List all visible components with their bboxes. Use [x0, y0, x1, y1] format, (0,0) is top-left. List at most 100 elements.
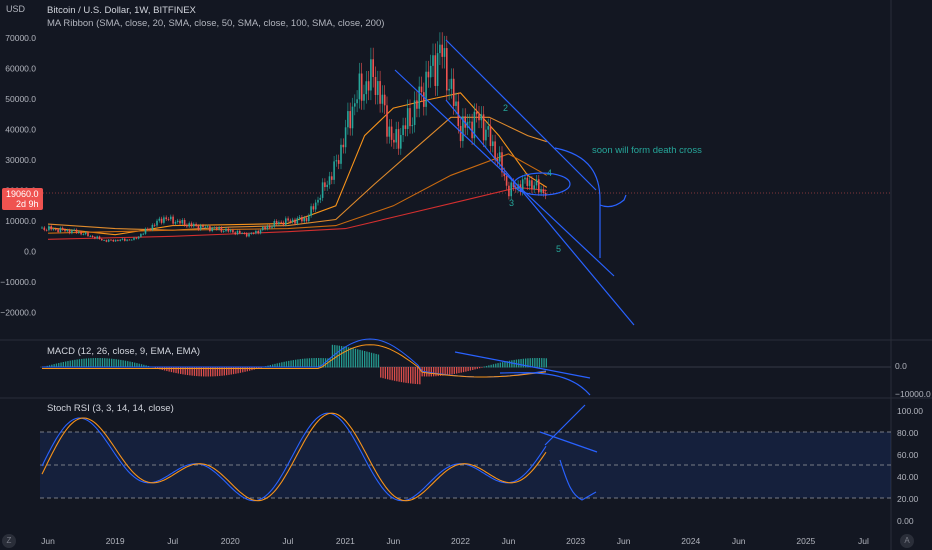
- macd-histogram-bar: [366, 351, 368, 368]
- candle-body: [181, 220, 184, 224]
- macd-histogram-bar: [329, 358, 331, 368]
- candle-body: [167, 219, 170, 220]
- candle-body: [508, 185, 510, 197]
- channel-mid-line[interactable]: [445, 39, 597, 191]
- symbol-title[interactable]: Bitcoin / U.S. Dollar, 1W, BITFINEX: [47, 5, 196, 16]
- macd-histogram-bar: [437, 367, 439, 377]
- macd-histogram-bar: [359, 349, 361, 368]
- wave-3-label[interactable]: 3: [509, 198, 515, 208]
- macd-histogram-bar: [219, 367, 221, 376]
- projection-arrow[interactable]: [554, 147, 627, 258]
- macd-histogram-bar: [495, 363, 497, 368]
- macd-histogram-bar: [531, 358, 534, 368]
- candle-body: [218, 227, 220, 230]
- candle-body: [128, 239, 131, 241]
- candle-body: [377, 81, 379, 95]
- candle-body: [271, 226, 273, 228]
- candle-body: [492, 141, 494, 147]
- macd-histogram-bar: [497, 363, 499, 368]
- macd-histogram-bar: [347, 347, 350, 368]
- candle-body: [349, 111, 351, 129]
- ma-ribbon-legend[interactable]: MA Ribbon (SMA, close, 20, SMA, close, 5…: [47, 18, 385, 29]
- candle-body: [140, 234, 142, 237]
- candle-body: [98, 236, 101, 239]
- macd-histogram-bar: [74, 359, 76, 368]
- time-tick-label: 2025: [796, 536, 815, 546]
- candle-body: [273, 221, 276, 227]
- candle-body: [351, 106, 354, 129]
- macd-histogram-bar: [76, 359, 78, 368]
- candle-body: [533, 185, 535, 190]
- candle-body: [448, 88, 450, 91]
- macd-trend-line[interactable]: [454, 351, 591, 379]
- macd-histogram-bar: [258, 367, 260, 369]
- macd-projection[interactable]: [499, 372, 591, 396]
- candle-body: [262, 227, 264, 231]
- macd-histogram-bar: [407, 367, 409, 384]
- auto-scale-button[interactable]: A: [900, 534, 914, 548]
- candle-body: [206, 226, 209, 227]
- macd-histogram-bar: [288, 360, 290, 368]
- macd-histogram-bar: [60, 362, 62, 368]
- last-price-tag: 19060.0 2d 9h: [2, 188, 43, 210]
- macd-histogram-bar: [345, 346, 347, 368]
- rsi-projection[interactable]: [544, 404, 597, 501]
- candle-body: [170, 216, 172, 220]
- macd-histogram-bar: [479, 367, 481, 369]
- candle-body: [390, 126, 393, 140]
- macd-histogram-bar: [472, 367, 474, 370]
- macd-histogram-bar: [324, 358, 327, 368]
- wave-5-label[interactable]: 5: [556, 244, 562, 254]
- macd-histogram-bar: [196, 367, 198, 377]
- macd-histogram-bar: [67, 361, 69, 368]
- macd-histogram-bar: [198, 367, 200, 377]
- bar-countdown: 2d 9h: [16, 199, 39, 209]
- candle-body: [526, 177, 529, 186]
- macd-histogram-bar: [115, 359, 117, 368]
- macd-line: [42, 338, 547, 378]
- candle-body: [91, 235, 94, 237]
- candle-body: [121, 238, 124, 240]
- zoom-button[interactable]: Z: [2, 534, 16, 548]
- candle-body: [257, 230, 259, 234]
- macd-histogram-bar: [71, 360, 74, 368]
- consolidation-ellipse[interactable]: [513, 172, 571, 196]
- wave-2-label[interactable]: 2: [503, 103, 509, 113]
- candle-body: [147, 228, 149, 230]
- macd-histogram-bar: [55, 363, 58, 368]
- wave-4-label[interactable]: 4: [547, 168, 553, 178]
- macd-title[interactable]: MACD (12, 26, close, 9, EMA, EMA): [47, 346, 201, 357]
- candle-body: [298, 217, 301, 219]
- candle-body: [126, 239, 128, 241]
- candle-body: [314, 202, 317, 210]
- macd-histogram-bar: [396, 367, 398, 382]
- macd-histogram-bar: [483, 366, 485, 368]
- macd-histogram-bar: [433, 367, 435, 377]
- candle-body: [220, 227, 223, 232]
- macd-histogram-bar: [58, 363, 60, 368]
- candle-body: [289, 220, 292, 222]
- macd-histogram-bar: [504, 361, 506, 368]
- price-tick-label: −10000.0: [0, 277, 36, 287]
- death-cross-note[interactable]: soon will form death cross: [592, 145, 702, 156]
- macd-histogram-bar: [244, 367, 246, 372]
- channel-lower-line[interactable]: [445, 99, 635, 326]
- channel-upper-line[interactable]: [394, 69, 615, 277]
- candle-body: [418, 86, 420, 109]
- candle-body: [335, 160, 338, 162]
- candle-body: [172, 216, 174, 224]
- macd-histogram-bar: [502, 362, 504, 368]
- macd-histogram-bar: [205, 367, 207, 377]
- time-tick-label: Jun: [502, 536, 516, 546]
- candle-body: [144, 228, 147, 234]
- macd-histogram-bar: [416, 367, 419, 385]
- macd-histogram-bar: [462, 367, 465, 373]
- stoch-rsi-title[interactable]: Stoch RSI (3, 3, 14, 14, close): [47, 403, 174, 414]
- candle-body: [130, 239, 133, 241]
- candle-body: [280, 222, 282, 223]
- macd-histogram-bar: [306, 358, 308, 368]
- rsi-trend-line[interactable]: [539, 431, 598, 453]
- macd-histogram-bar: [129, 361, 131, 368]
- chart-legend: Bitcoin / U.S. Dollar, 1W, BITFINEX MA R…: [47, 4, 384, 30]
